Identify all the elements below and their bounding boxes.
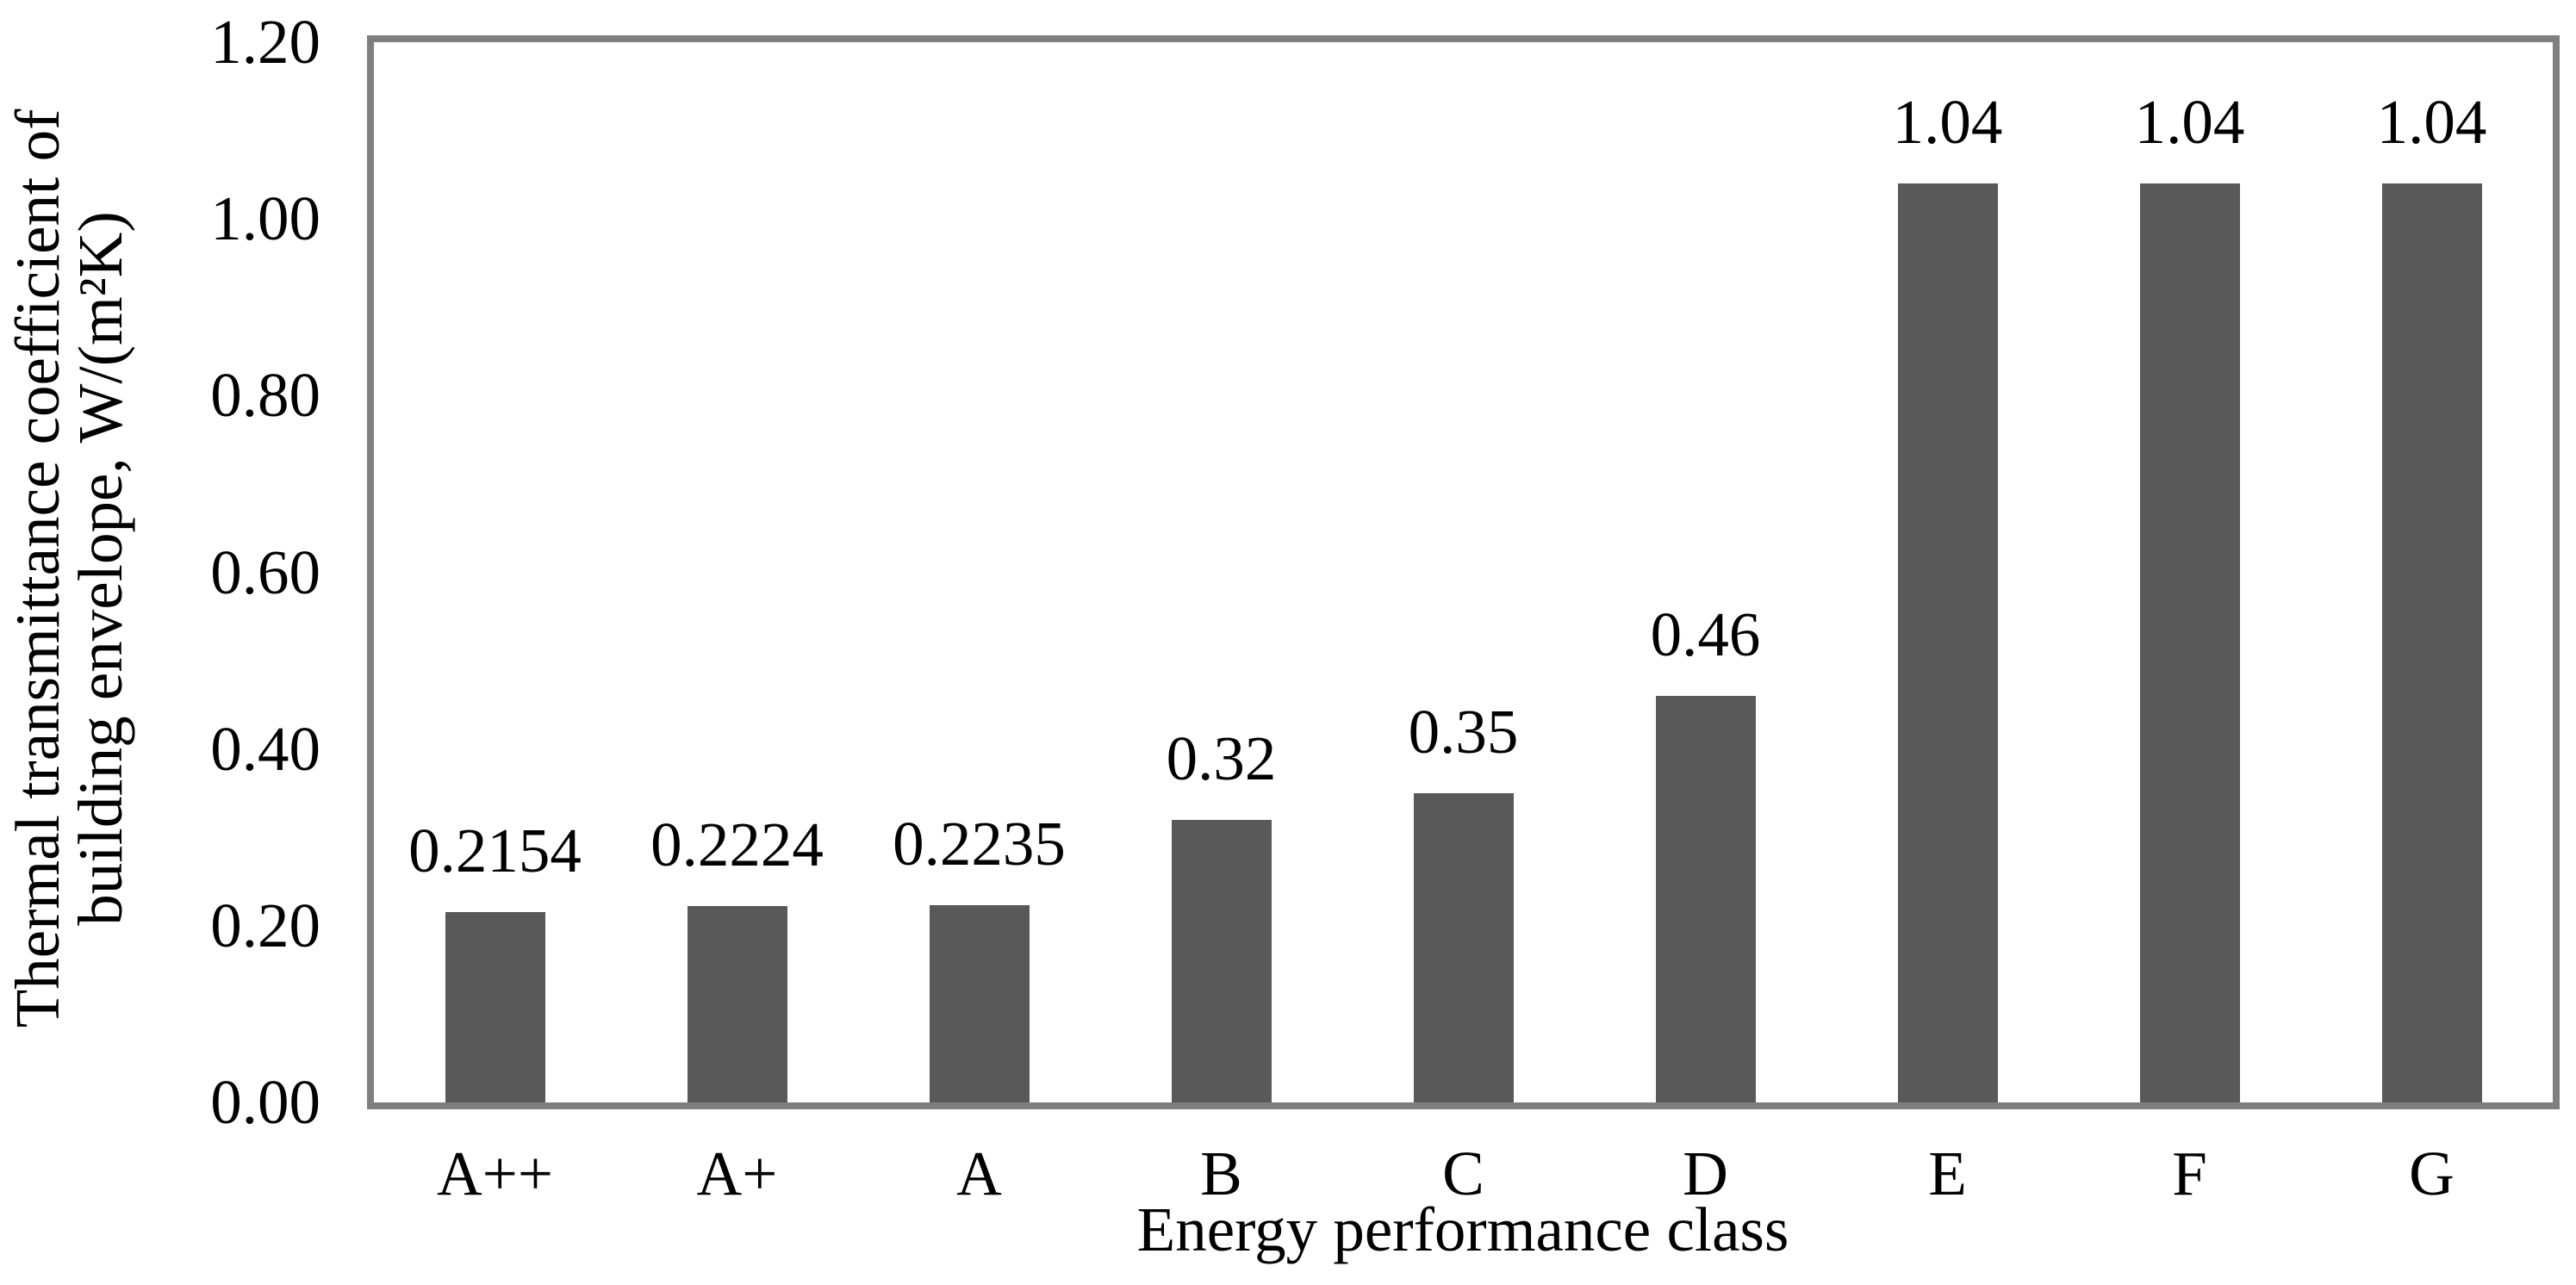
bar-A++ [445,912,545,1102]
x-tick-label-G: G [2409,1139,2455,1208]
bar-A [929,904,1030,1102]
bar-C [1413,792,1514,1102]
y-tick-label: 0.00 [210,1067,320,1137]
bar-A+ [687,905,787,1102]
x-tick-label-A++: A++ [436,1139,554,1208]
y-tick-label: 0.60 [210,537,320,607]
bar-slot: 0.2224 [616,42,858,1102]
bar-value-label: 0.2154 [408,816,582,886]
bar-slot: 1.04 [2069,42,2311,1102]
bar-value-label: 1.04 [2376,87,2487,158]
bar-slot: 0.46 [1584,42,1826,1102]
bar-value-label: 0.2235 [893,808,1066,878]
bar-slot: 0.2154 [374,42,616,1102]
bar-value-label: 0.2224 [650,809,824,879]
y-tick-label: 1.00 [210,183,320,254]
x-tick-label-A+: A+ [696,1139,778,1208]
x-tick-label-A: A [956,1139,1002,1208]
x-tick-label-F: F [2172,1139,2207,1208]
bar-value-label: 0.46 [1650,599,1761,670]
bar-B [1171,819,1272,1102]
bar-value-label: 1.04 [1892,87,2003,158]
bar-slot: 1.04 [1826,42,2069,1102]
x-tick-label-E: E [1928,1139,1967,1208]
x-tick-label-C: C [1442,1139,1484,1208]
bar-slot: 0.2235 [858,42,1100,1102]
bar-slot: 0.35 [1342,42,1584,1102]
y-tick-label: 1.20 [210,7,320,77]
x-tick-label-B: B [1200,1139,1242,1208]
bar-F [2139,183,2240,1102]
bar-G [2381,183,2482,1102]
y-tick-label: 0.20 [210,890,320,960]
x-axis-title: Energy performance class [1136,1195,1789,1264]
bar-slot: 1.04 [2311,42,2553,1102]
y-tick-label: 0.40 [210,713,320,784]
bar-value-label: 1.04 [2134,87,2245,158]
bar-slot: 0.32 [1100,42,1342,1102]
x-tick-label-D: D [1683,1139,1728,1208]
bar-D [1655,696,1756,1102]
y-tick-label: 0.80 [210,360,320,431]
bar-value-label: 0.35 [1408,696,1519,767]
bar-E [1897,183,1998,1102]
bar-value-label: 0.32 [1166,723,1277,793]
plot-area: 0.2154 0.2224 0.2235 0.32 0.35 0.46 1.04 1.04 1.… [367,35,2560,1109]
